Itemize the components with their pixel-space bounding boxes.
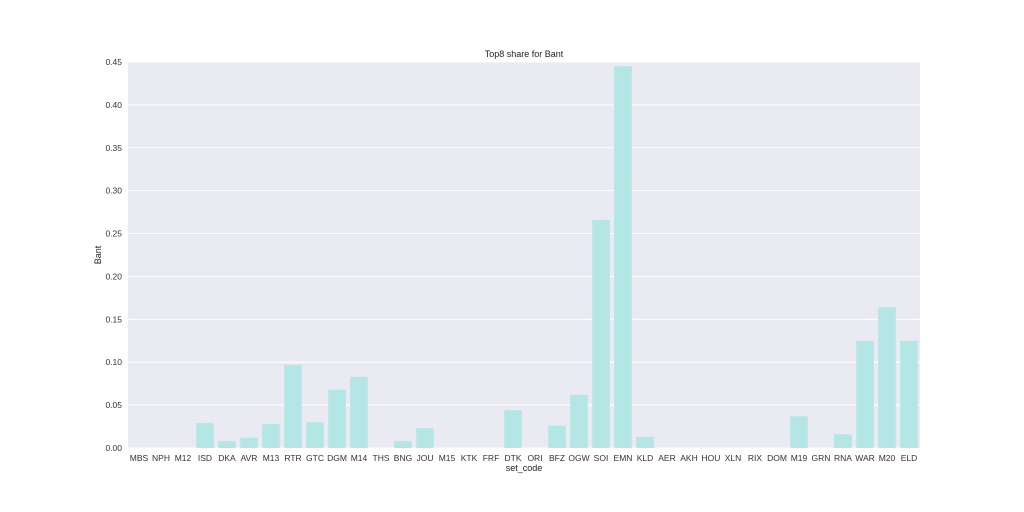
x-tick-label: ORI <box>527 453 542 463</box>
plot-area <box>128 62 920 448</box>
x-tick-labels: MBS NPH M12 ISD DKA AVR M13 RTR GTC DGM M14 THS BNG J… <box>130 453 917 463</box>
bar-avr <box>240 437 258 448</box>
x-tick-label: XLN <box>725 453 742 463</box>
x-tick-label: AER <box>658 453 675 463</box>
bar-emn <box>614 66 632 449</box>
x-tick-label: ELD <box>901 453 918 463</box>
x-tick-label: HOU <box>702 453 721 463</box>
x-tick-label: MBS <box>130 453 149 463</box>
bar-soi <box>592 219 610 448</box>
bars <box>196 66 918 449</box>
y-axis-title: Bant <box>93 245 103 264</box>
y-tick-label: 0.30 <box>105 186 122 196</box>
bar-m20 <box>878 307 896 448</box>
y-tick-labels: 0.00 0.05 0.10 0.15 0.20 0.25 0.30 0.35 0.40 0.45 <box>105 57 122 453</box>
x-tick-label: AVR <box>241 453 258 463</box>
bar-eld <box>900 340 918 448</box>
bar-dtk <box>504 410 522 448</box>
bar-dka <box>218 441 236 448</box>
y-tick-label: 0.15 <box>105 314 122 324</box>
x-tick-label: GTC <box>306 453 324 463</box>
x-tick-label: RNA <box>834 453 852 463</box>
bar-bng <box>394 441 412 448</box>
bar-gtc <box>306 422 324 448</box>
x-tick-label: JOU <box>417 453 434 463</box>
x-tick-label: BNG <box>394 453 412 463</box>
y-tick-label: 0.45 <box>105 57 122 67</box>
y-tick-label: 0.20 <box>105 271 122 281</box>
x-tick-label: BFZ <box>549 453 565 463</box>
y-tick-label: 0.40 <box>105 100 122 110</box>
x-tick-label: WAR <box>855 453 875 463</box>
x-tick-label: GRN <box>812 453 831 463</box>
x-tick-label: M20 <box>879 453 896 463</box>
x-tick-label: ISD <box>198 453 212 463</box>
x-tick-label: RIX <box>748 453 763 463</box>
y-tick-label: 0.35 <box>105 143 122 153</box>
bar-war <box>856 340 874 448</box>
x-tick-label: M14 <box>351 453 368 463</box>
x-tick-label: DKA <box>218 453 236 463</box>
bar-isd <box>196 423 214 448</box>
y-tick-label: 0.25 <box>105 229 122 239</box>
y-tick-label: 0.10 <box>105 357 122 367</box>
y-tick-label: 0.05 <box>105 400 122 410</box>
bar-rtr <box>284 364 302 448</box>
bar-jou <box>416 428 434 448</box>
bar-rna <box>834 434 852 448</box>
x-tick-label: DOM <box>767 453 787 463</box>
bar-kld <box>636 436 654 448</box>
x-tick-label: M19 <box>791 453 808 463</box>
x-tick-label: NPH <box>152 453 170 463</box>
x-tick-label: KTK <box>461 453 478 463</box>
bar-ogw <box>570 394 588 448</box>
x-tick-label: AKH <box>680 453 697 463</box>
x-axis-title: set_code <box>506 463 543 473</box>
y-tick-label: 0.00 <box>105 443 122 453</box>
x-tick-label: RTR <box>284 453 301 463</box>
x-tick-label: M12 <box>175 453 192 463</box>
grid-lines <box>128 61 920 449</box>
chart-title: Top8 share for Bant <box>485 49 564 59</box>
x-tick-label: KLD <box>637 453 654 463</box>
bar-m13 <box>262 423 280 448</box>
x-tick-label: DTK <box>505 453 522 463</box>
x-tick-label: SOI <box>594 453 609 463</box>
bar-m19 <box>790 416 808 448</box>
x-tick-label: M13 <box>263 453 280 463</box>
x-tick-label: EMN <box>614 453 633 463</box>
bar-bfz <box>548 425 566 448</box>
x-tick-label: M15 <box>439 453 456 463</box>
bar-m14 <box>350 376 368 448</box>
x-tick-label: THS <box>373 453 390 463</box>
bar-dgm <box>328 389 346 448</box>
x-tick-label: FRF <box>483 453 500 463</box>
x-tick-label: OGW <box>568 453 589 463</box>
x-tick-label: DGM <box>327 453 347 463</box>
